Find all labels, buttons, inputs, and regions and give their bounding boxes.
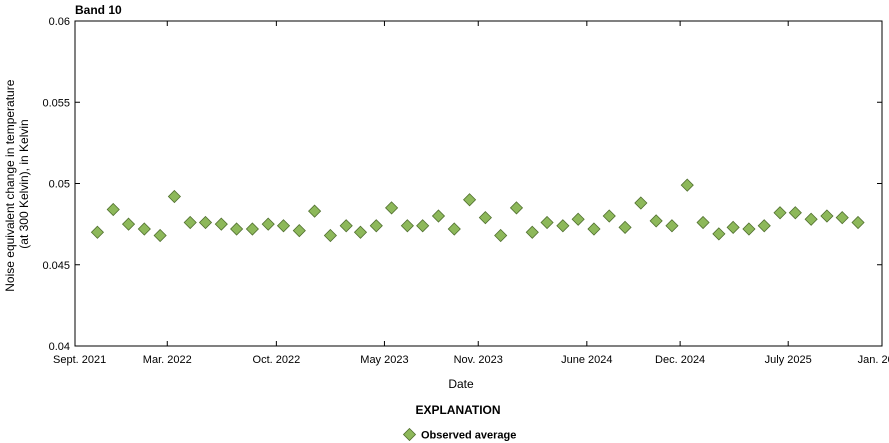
x-tick-label: Oct. 2022 xyxy=(253,354,301,366)
data-point xyxy=(245,222,259,236)
data-point xyxy=(339,219,353,233)
plot-frame xyxy=(74,20,883,347)
data-point xyxy=(680,178,694,192)
chart-title: Band 10 xyxy=(75,3,122,17)
x-tick-label: Jan. 2026 xyxy=(858,354,889,366)
x-tick-label: July 2025 xyxy=(765,354,812,366)
data-point xyxy=(712,227,726,241)
data-point xyxy=(106,202,120,217)
y-tick-label: 0.06 xyxy=(49,16,70,28)
data-point xyxy=(292,224,306,238)
data-point xyxy=(788,206,802,220)
y-tick-label: 0.04 xyxy=(49,341,70,353)
data-point xyxy=(214,217,228,231)
data-point xyxy=(121,217,136,231)
y-axis-label-line-2: (at 300 Kelvin), in Kelvin xyxy=(17,119,31,248)
data-point xyxy=(804,212,818,226)
data-point xyxy=(431,209,446,223)
data-point xyxy=(353,225,368,239)
y-tick-label: 0.055 xyxy=(42,97,70,109)
data-point xyxy=(416,219,430,233)
x-tick-label: Sept. 2021 xyxy=(53,354,106,366)
x-tick-label: Mar. 2022 xyxy=(143,354,192,366)
data-point xyxy=(634,196,648,210)
data-point xyxy=(556,219,570,233)
data-point xyxy=(230,222,244,236)
x-tick-label: May 2023 xyxy=(360,354,408,366)
data-point xyxy=(478,211,492,225)
data-point xyxy=(385,201,399,215)
legend-diamond-icon xyxy=(402,427,417,442)
data-point xyxy=(90,225,104,239)
data-point xyxy=(649,214,663,228)
data-point xyxy=(665,219,679,233)
data-point xyxy=(820,209,834,223)
data-point xyxy=(167,189,181,204)
data-point xyxy=(540,215,554,230)
data-point xyxy=(276,219,291,233)
data-point xyxy=(198,215,213,230)
data-point xyxy=(587,222,601,236)
data-point xyxy=(618,220,632,234)
x-tick-label: June 2024 xyxy=(561,354,612,366)
data-point xyxy=(726,220,740,234)
data-point xyxy=(851,215,865,230)
data-point xyxy=(602,209,616,223)
data-point xyxy=(494,228,508,243)
data-point xyxy=(153,228,167,243)
data-point xyxy=(447,222,461,236)
data-point xyxy=(137,222,151,236)
data-point xyxy=(742,222,756,236)
data-point xyxy=(308,204,322,218)
data-point xyxy=(773,206,787,220)
data-point xyxy=(571,212,585,226)
data-point xyxy=(463,193,477,207)
data-point xyxy=(323,228,337,243)
y-axis-label-line-1: Noise equivalent change in temperature xyxy=(3,79,17,291)
y-tick-label: 0.05 xyxy=(49,179,70,191)
data-point xyxy=(183,215,197,230)
data-point xyxy=(525,225,539,239)
legend-title: EXPLANATION xyxy=(415,403,500,417)
data-point xyxy=(369,219,383,233)
x-tick-label: Dec. 2024 xyxy=(655,354,705,366)
x-tick-label: Nov. 2023 xyxy=(454,354,503,366)
data-point xyxy=(696,215,710,230)
data-point xyxy=(757,219,771,233)
y-axis: 0.04 0.045 0.05 0.055 0.06 xyxy=(42,16,882,353)
y-axis-label: Noise equivalent change in temperature (… xyxy=(3,76,31,291)
x-axis: Sept. 2021 Mar. 2022 Oct. 2022 May 2023 Nov.… xyxy=(53,21,889,366)
data-point xyxy=(509,201,524,215)
y-tick-label: 0.045 xyxy=(42,260,70,272)
x-axis-label: Date xyxy=(448,377,474,391)
legend: EXPLANATION Observed average xyxy=(402,403,516,442)
data-point xyxy=(261,217,275,231)
data-point xyxy=(835,211,849,225)
legend-label-observed-average: Observed average xyxy=(421,430,516,442)
data-point xyxy=(400,219,414,233)
data-points xyxy=(90,178,865,243)
